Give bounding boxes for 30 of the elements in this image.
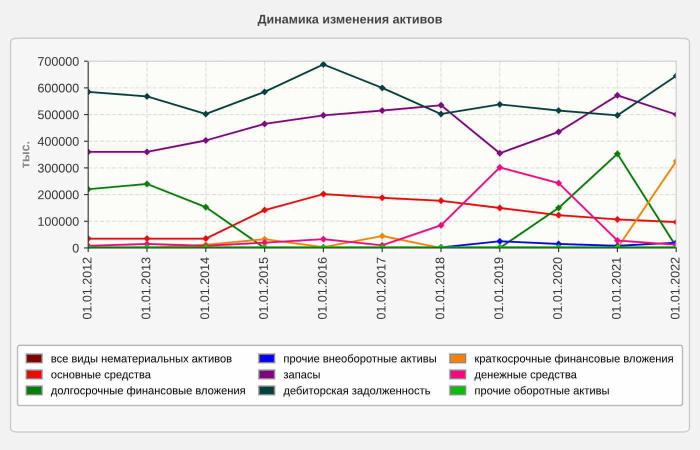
legend-label: краткосрочные финансовые вложения (475, 354, 673, 365)
legend-label: долгосрочные финансовые вложения (50, 386, 245, 397)
x-tick-label: 01.01.2015 (259, 257, 268, 320)
legend-label: денежные средства (474, 372, 577, 381)
legend-label: прочие внеоборотные активы (284, 354, 436, 365)
x-tick-label: 01.01.2020 (553, 257, 562, 320)
y-tick-label: 600000 (38, 84, 79, 93)
y-tick-label: 300000 (38, 164, 79, 173)
x-tick-label: 01.01.2018 (436, 258, 444, 320)
y-tick-label: 400000 (38, 137, 79, 146)
x-tick-label: 01.01.2017 (376, 258, 386, 320)
legend-label: все виды нематериальных активов (52, 356, 232, 365)
x-tick-label: 01.01.2014 (200, 257, 210, 320)
y-tick-label: 100000 (38, 217, 79, 226)
y-tick-label: 500000 (38, 110, 79, 120)
legend-label: прочие оборотные активы (475, 386, 609, 397)
x-tick-label: 01.01.2016 (318, 258, 327, 320)
legend-label: дебиторская задолженность (284, 386, 430, 397)
y-tick-label: 700000 (38, 57, 79, 66)
x-tick-label: 01.01.2013 (142, 258, 150, 320)
chart-title: Динамика изменения активов (258, 14, 442, 26)
legend-label: основные средства (51, 372, 151, 381)
y-tick-label: 200000 (38, 190, 79, 200)
x-tick-label: 01.01.2019 (494, 258, 504, 320)
y-axis-title: тыс. (22, 142, 30, 168)
x-tick-label: 01.01.2012 (82, 258, 92, 320)
x-tick-label: 01.01.2022 (670, 258, 680, 320)
x-tick-label: 01.01.2021 (612, 258, 621, 320)
y-tick-label: 0 (72, 244, 79, 253)
legend-label: запасы (284, 372, 320, 378)
